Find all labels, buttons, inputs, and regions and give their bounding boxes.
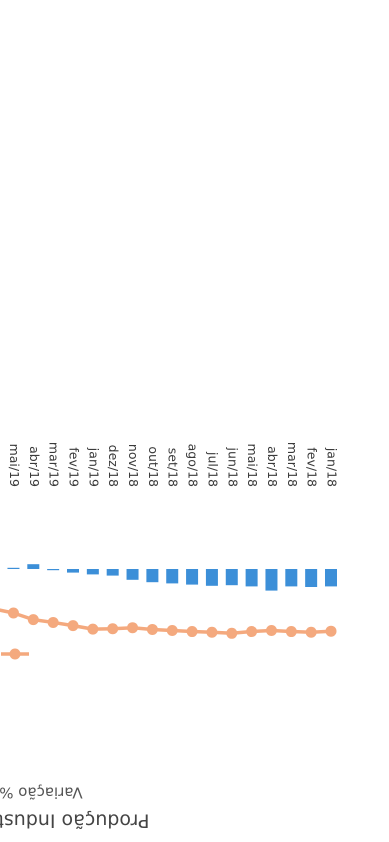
x-tick-label: jan/19 [86,447,101,487]
point-espirito-santo [246,626,258,638]
x-tick-label: fev/18 [305,447,320,487]
legend-label-espirito-santo: Espírito Santo [0,550,1,654]
point-espirito-santo [127,622,139,634]
point-espirito-santo [166,625,178,636]
x-tick-label: out/18 [146,446,161,487]
chart-subtitle: Variação % acumulada em 12 meses [0,784,83,802]
point-espirito-santo [206,626,218,638]
point-espirito-santo [285,626,297,638]
point-espirito-santo [305,626,317,638]
bar-brasil [86,569,99,575]
line-espirito-santo [0,608,332,636]
bar-brasil [225,569,238,586]
point-espirito-santo [67,620,79,632]
bar-brasil [205,569,218,586]
bar-brasil [146,569,159,583]
point-espirito-santo [226,627,238,639]
point-espirito-santo [107,623,119,635]
bar-brasil [245,569,258,587]
point-espirito-santo [7,607,19,619]
point-espirito-santo [146,623,158,635]
titles: Produção Industrial - Brasil e Espírito … [0,784,150,832]
bar-brasil [106,569,119,576]
bar-brasil [7,567,20,569]
x-tick-label: abr/19 [27,446,42,487]
point-espirito-santo [47,616,59,628]
point-espirito-santo [87,623,99,635]
point-espirito-santo [186,626,198,638]
bar-brasil [126,569,139,580]
bar-brasil [305,569,318,587]
bar-brasil [265,569,278,591]
x-tick-label: fev/19 [67,447,82,487]
legend-swatch-espirito-santo-marker [9,648,21,660]
x-tick-label: jan/18 [325,447,340,487]
chart-title: Produção Industrial - Brasil e Espírito … [0,810,150,832]
x-tick-label: set/18 [166,448,181,487]
bar-brasil [47,569,60,571]
bar-brasil [186,569,199,585]
espirito-santo-line [0,607,337,639]
x-tick-label: abr/18 [265,446,280,487]
x-axis-labels: jan/18 fev/18 mar/18 abr/18 mai/18 jun/18 jul/… [0,442,340,487]
point-espirito-santo [325,625,337,637]
point-espirito-santo [27,614,39,626]
x-tick-label: jun/19 [0,447,2,487]
bar-brasil [285,569,298,587]
x-tick-label: dez/18 [106,445,121,487]
x-tick-label: mar/19 [47,442,62,487]
legend: BrasilEspírito Santo [0,550,29,660]
bar-brasil [325,569,337,587]
point-espirito-santo [265,625,277,636]
x-tick-label: mai/18 [245,444,260,487]
x-tick-label: jun/18 [225,447,240,487]
x-tick-label: ago/18 [186,444,201,487]
bar-brasil [27,564,40,569]
bar-brasil [67,569,79,573]
x-tick-label: jul/18 [205,451,220,487]
x-tick-label: mai/19 [7,444,22,487]
x-tick-label: nov/18 [126,444,141,487]
bar-brasil [166,569,179,584]
brasil-bars [7,564,337,591]
x-tick-label: mar/18 [285,442,300,487]
